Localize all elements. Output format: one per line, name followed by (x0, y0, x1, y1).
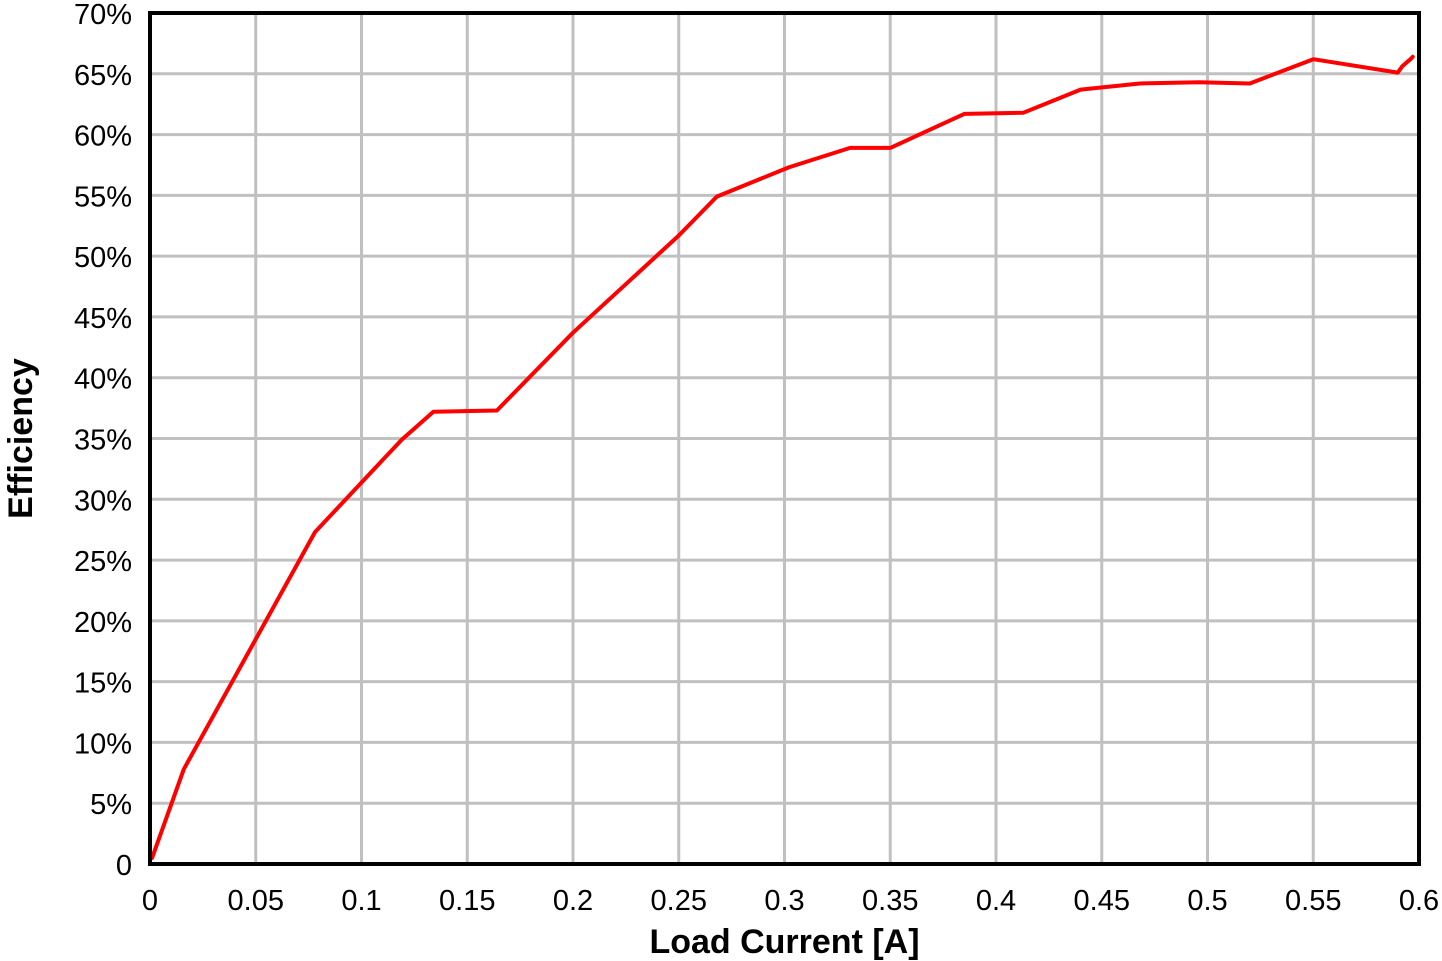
x-tick-label: 0.2 (553, 885, 593, 917)
y-tick-label: 5% (90, 789, 132, 821)
x-tick-label: 0.5 (1187, 885, 1227, 917)
x-tick-label: 0.45 (1074, 885, 1130, 917)
x-tick-label: 0.1 (341, 885, 381, 917)
y-tick-label: 10% (74, 728, 132, 760)
plot-frame (148, 11, 1421, 866)
series-line-0 (150, 54, 1415, 860)
y-tick-label: 70% (74, 0, 132, 31)
y-tick-label: 30% (74, 485, 132, 517)
y-tick-label: 20% (74, 607, 132, 639)
x-tick-label: 0.55 (1285, 885, 1341, 917)
y-tick-label: 25% (74, 546, 132, 578)
x-axis-ticks: 0 0.05 0.1 0.15 0.2 0.25 0.3 0.35 0.4 0.45 0.5 0.55… (142, 885, 1439, 917)
x-tick-label: 0.25 (651, 885, 707, 917)
x-tick-label: 0.35 (862, 885, 918, 917)
y-tick-label: 15% (74, 668, 132, 700)
x-tick-label: 0 (142, 885, 158, 917)
y-tick-label: 50% (74, 242, 132, 274)
x-tick-label: 0.6 (1399, 885, 1439, 917)
y-axis-title: Efficiency (2, 358, 40, 519)
series-group (150, 54, 1415, 860)
x-tick-label: 0.05 (228, 885, 284, 917)
x-tick-label: 0.4 (976, 885, 1016, 917)
x-axis-title: Load Current [A] (649, 923, 919, 961)
y-tick-label: 55% (74, 181, 132, 213)
y-tick-label: 65% (74, 60, 132, 92)
y-tick-label: 40% (74, 364, 132, 396)
x-tick-label: 0.3 (764, 885, 804, 917)
y-axis-ticks: 0 5% 10% 15% 20% 25% 30% 35% 40% 45% 50% 55% 60% 65% 7… (74, 0, 132, 882)
x-tick-label: 0.15 (439, 885, 495, 917)
y-tick-label: 0 (116, 850, 132, 882)
y-tick-label: 35% (74, 425, 132, 457)
y-tick-label: 45% (74, 303, 132, 335)
y-tick-label: 60% (74, 121, 132, 153)
